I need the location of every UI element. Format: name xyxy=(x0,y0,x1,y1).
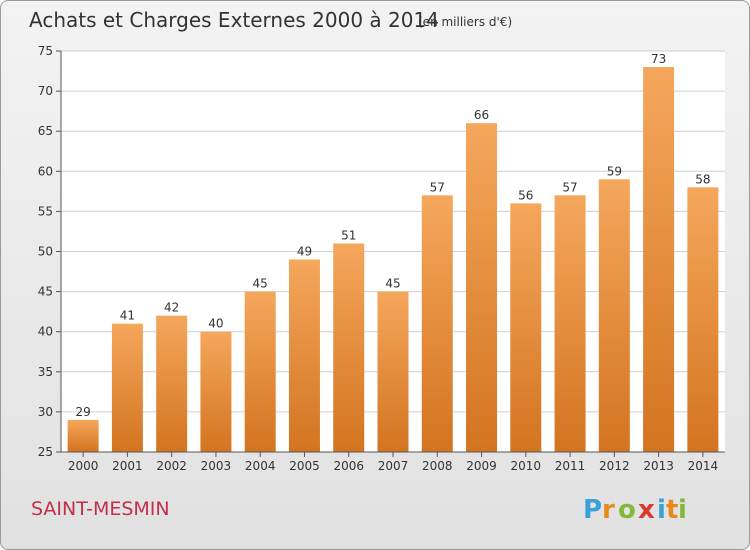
bar-2008 xyxy=(421,195,453,453)
bar-2011 xyxy=(554,195,586,453)
x-tick-label: 2011 xyxy=(555,459,586,473)
value-label: 40 xyxy=(208,317,223,331)
value-label: 45 xyxy=(385,277,400,291)
y-tick-label: 50 xyxy=(38,245,53,259)
bar-2002 xyxy=(156,315,188,452)
x-tick-label: 2004 xyxy=(245,459,276,473)
x-tick-label: 2003 xyxy=(201,459,232,473)
value-label: 42 xyxy=(164,301,179,315)
svg-text:i: i xyxy=(678,495,687,525)
bar-2012 xyxy=(598,179,630,452)
value-label: 57 xyxy=(430,180,445,194)
chart-title: Achats et Charges Externes 2000 à 2014 xyxy=(29,8,439,32)
x-tick-label: 2012 xyxy=(599,459,630,473)
y-tick-label: 25 xyxy=(38,445,53,459)
value-labels: 29 41 42 40 45 49 51 45 57 66 56 57 59 73 58 xyxy=(75,52,710,419)
svg-text:i: i xyxy=(657,495,666,525)
y-tick-label: 40 xyxy=(38,325,53,339)
proxiti-logo: P r o x i t i xyxy=(583,495,687,525)
value-label: 49 xyxy=(297,245,312,259)
y-tick-label: 65 xyxy=(38,124,53,138)
x-tick-label: 2001 xyxy=(112,459,143,473)
svg-text:x: x xyxy=(638,495,655,525)
bar-2009 xyxy=(466,123,498,453)
x-tick-label: 2014 xyxy=(688,459,719,473)
svg-text:r: r xyxy=(602,495,615,525)
value-label: 59 xyxy=(607,164,622,178)
value-label: 41 xyxy=(120,309,135,323)
y-tick-label: 30 xyxy=(38,405,53,419)
value-label: 58 xyxy=(695,172,710,186)
svg-text:o: o xyxy=(618,495,636,525)
y-tick-label: 75 xyxy=(38,44,53,58)
x-tick-label: 2002 xyxy=(156,459,187,473)
x-tick-label: 2009 xyxy=(466,459,497,473)
y-tick-label: 45 xyxy=(38,285,53,299)
bar-2013 xyxy=(643,67,675,452)
bar-2014 xyxy=(687,187,719,452)
x-tick-label: 2008 xyxy=(422,459,453,473)
x-tick-label: 2007 xyxy=(378,459,409,473)
y-tick-label: 55 xyxy=(38,204,53,218)
value-label: 73 xyxy=(651,52,666,66)
bar-2010 xyxy=(510,203,542,452)
bar-2007 xyxy=(377,291,409,452)
x-tick-label: 2006 xyxy=(333,459,364,473)
town-name: SAINT-MESMIN xyxy=(31,498,170,520)
bar-2001 xyxy=(111,323,143,452)
value-label: 29 xyxy=(75,405,90,419)
bar-2003 xyxy=(200,331,232,452)
value-label: 56 xyxy=(518,188,533,202)
x-tick-label: 2013 xyxy=(643,459,674,473)
svg-text:t: t xyxy=(666,495,678,525)
x-tick-label: 2010 xyxy=(511,459,542,473)
x-axis: 2000 2001 2002 2003 2004 2005 2006 2007 2008 2009… xyxy=(68,452,718,473)
y-tick-label: 35 xyxy=(38,365,53,379)
x-tick-label: 2005 xyxy=(289,459,320,473)
svg-text:P: P xyxy=(583,495,602,525)
bar-2006 xyxy=(333,243,365,452)
value-label: 45 xyxy=(253,277,268,291)
bars xyxy=(67,67,719,453)
y-tick-label: 70 xyxy=(38,84,53,98)
bar-2005 xyxy=(288,259,320,452)
value-label: 66 xyxy=(474,108,489,122)
value-label: 57 xyxy=(562,180,577,194)
chart-unit: (en milliers d'€) xyxy=(418,15,512,29)
y-axis: 25 30 35 40 45 50 55 60 65 70 75 xyxy=(38,44,61,459)
bar-2000 xyxy=(67,419,99,452)
bar-2004 xyxy=(244,291,276,452)
y-tick-label: 60 xyxy=(38,164,53,178)
value-label: 51 xyxy=(341,228,356,242)
x-tick-label: 2000 xyxy=(68,459,99,473)
